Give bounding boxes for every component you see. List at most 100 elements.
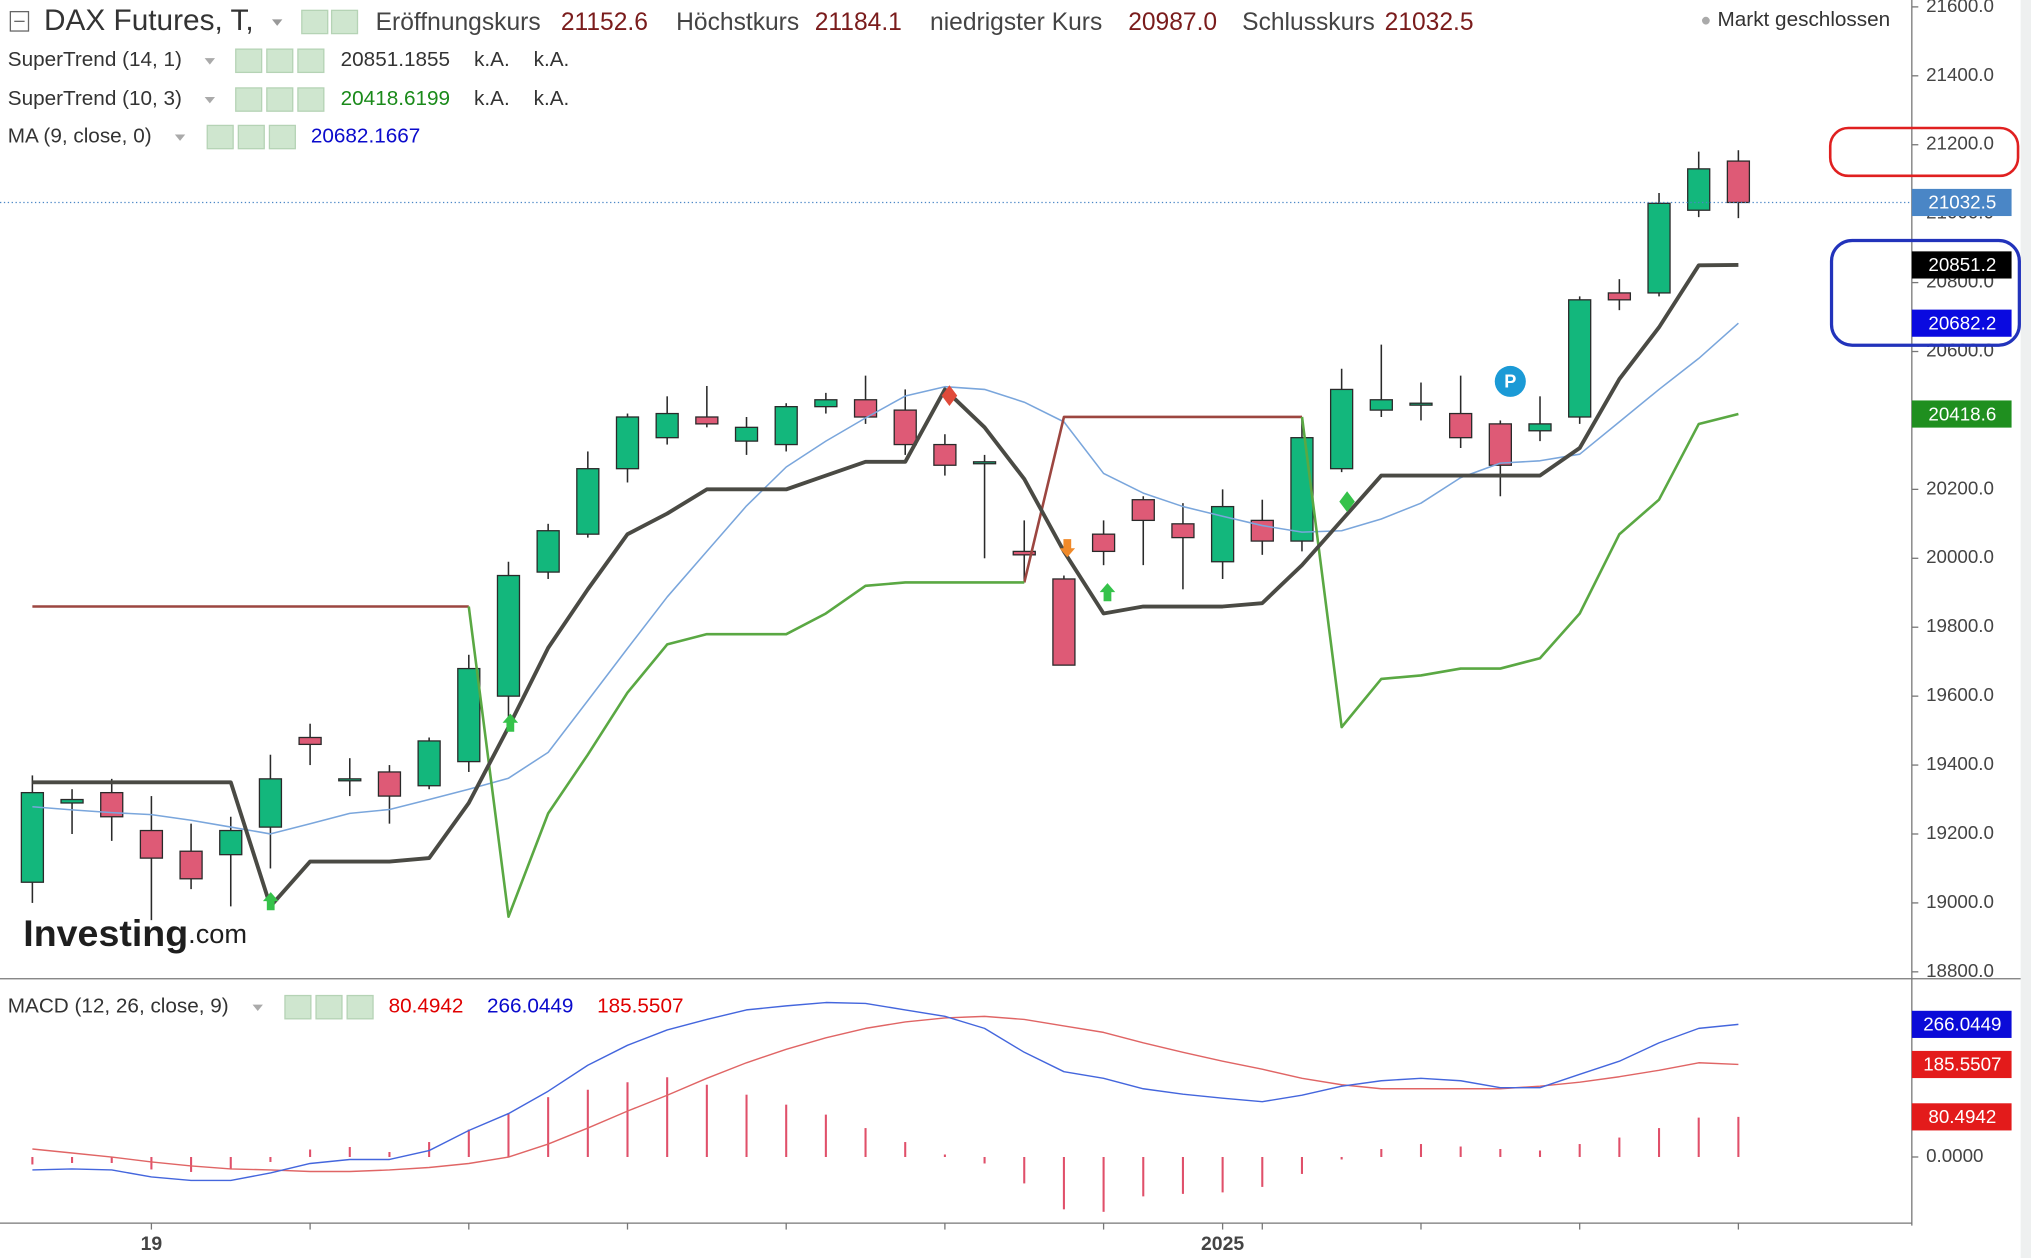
indicator-value: 266.0449 [487,995,573,1018]
signal-arrow-up [502,713,519,732]
symbol: DAX Futures, T, [44,4,254,37]
logo-suffix: .com [188,918,247,949]
price-badge-label: 20682.2 [1928,312,1996,333]
pivot-marker-label: P [1504,371,1516,391]
candle-body [1449,412,1473,439]
close-value: 21032.5 [1385,9,1474,36]
candle-body [1687,168,1711,211]
indicator-line [32,262,1739,909]
eye-icon[interactable] [235,48,263,74]
candle-body [417,740,441,787]
high-value: 21184.1 [815,9,902,36]
candle-body [1131,499,1155,522]
collapse-icon[interactable] [9,10,30,32]
candle-body [1290,437,1314,542]
candle-body [1409,402,1433,406]
eye-icon[interactable] [235,87,263,112]
candle-body [1607,292,1632,301]
y-tick-label: 18800.0 [1926,960,1994,981]
candle-body [576,468,600,535]
signal-diamond [941,385,958,406]
low-label: niedrigster Kurs [930,9,1102,36]
indicator-line [1023,415,1303,583]
gear-icon[interactable] [266,48,294,74]
candle-body [774,406,798,446]
indicator-name: SuperTrend (10, 3) [8,87,182,110]
eye-icon[interactable] [206,124,234,150]
indicator-value: k.A. [474,87,510,110]
dropdown[interactable] [272,19,283,26]
gear-icon[interactable] [315,994,343,1020]
candle-body [1329,388,1354,470]
open-label: Eröffnungskurs [376,9,541,36]
indicator-value: 80.4942 [389,995,464,1018]
candle-body [219,829,243,856]
candle-body [179,850,203,880]
price-badge [1911,251,2012,279]
price-badge-label: 20418.6 [1928,403,1996,424]
indicator-value: k.A. [534,87,570,110]
candle-body [20,791,45,883]
price-badge [1911,188,2012,217]
candle-body [1052,578,1076,666]
candle-body [615,416,640,470]
dropdown[interactable] [204,96,216,104]
candle-body [1528,423,1552,432]
indicator-value: 20851.1855 [341,48,450,71]
price-badge [1911,1050,2012,1079]
y-tick-label: 19600.0 [1926,684,1994,705]
indicator-value: 185.5507 [597,995,683,1018]
indicator-name: SuperTrend (14, 1) [8,48,182,71]
high-label: Höchstkurs [676,9,799,36]
candle-body [457,667,481,763]
y-tick-label: 20200.0 [1926,477,1994,498]
signal-arrow-up [1099,583,1116,602]
candle-body [1568,299,1592,418]
pivot-marker[interactable] [1494,365,1526,397]
indicator-line [32,322,1739,835]
indicator-value: k.A. [474,48,510,71]
logo: Investing.com [23,912,247,954]
gear-icon[interactable] [330,9,359,35]
price-badge-label: 80.4942 [1928,1106,1996,1127]
remove-icon[interactable] [268,124,296,150]
gear-icon[interactable] [237,124,265,150]
candle-body [60,798,84,804]
indicator-value: 20418.6199 [341,87,450,110]
indicator-name: MACD (12, 26, close, 9) [8,995,229,1018]
dropdown[interactable] [252,1004,263,1012]
eye-icon[interactable] [284,994,312,1020]
candle-body [139,829,164,859]
gear-icon[interactable] [266,87,294,112]
x-tick-label: 19 [141,1233,163,1255]
price-badge [1911,400,2012,428]
price-badge-label: 20851.2 [1928,254,1996,275]
remove-icon[interactable] [346,994,374,1020]
signal-diamond [1339,491,1355,512]
indicator-value: 20682.1667 [311,125,420,148]
y-tick-label: 21200.0 [1926,133,1994,154]
candle-body [100,791,124,818]
dropdown[interactable] [174,134,186,141]
remove-icon[interactable] [297,87,325,112]
candle-body [1647,202,1671,294]
eye-icon[interactable] [301,9,329,35]
candle-body [695,416,719,425]
open-value: 21152.6 [561,9,648,36]
dropdown[interactable] [204,58,216,65]
candle-body [377,771,402,797]
candle-body [853,399,878,418]
remove-icon[interactable] [297,48,325,74]
logo-name: Investing [23,912,188,954]
highlight-red [1828,126,2020,178]
y-tick-label: 20600.0 [1926,339,1994,360]
indicator-value: k.A. [534,48,570,71]
right-strip [2020,0,2031,1258]
candle-body [1210,505,1235,563]
candle-body [1250,519,1274,542]
y-tick-label: 19000.0 [1926,891,1994,912]
